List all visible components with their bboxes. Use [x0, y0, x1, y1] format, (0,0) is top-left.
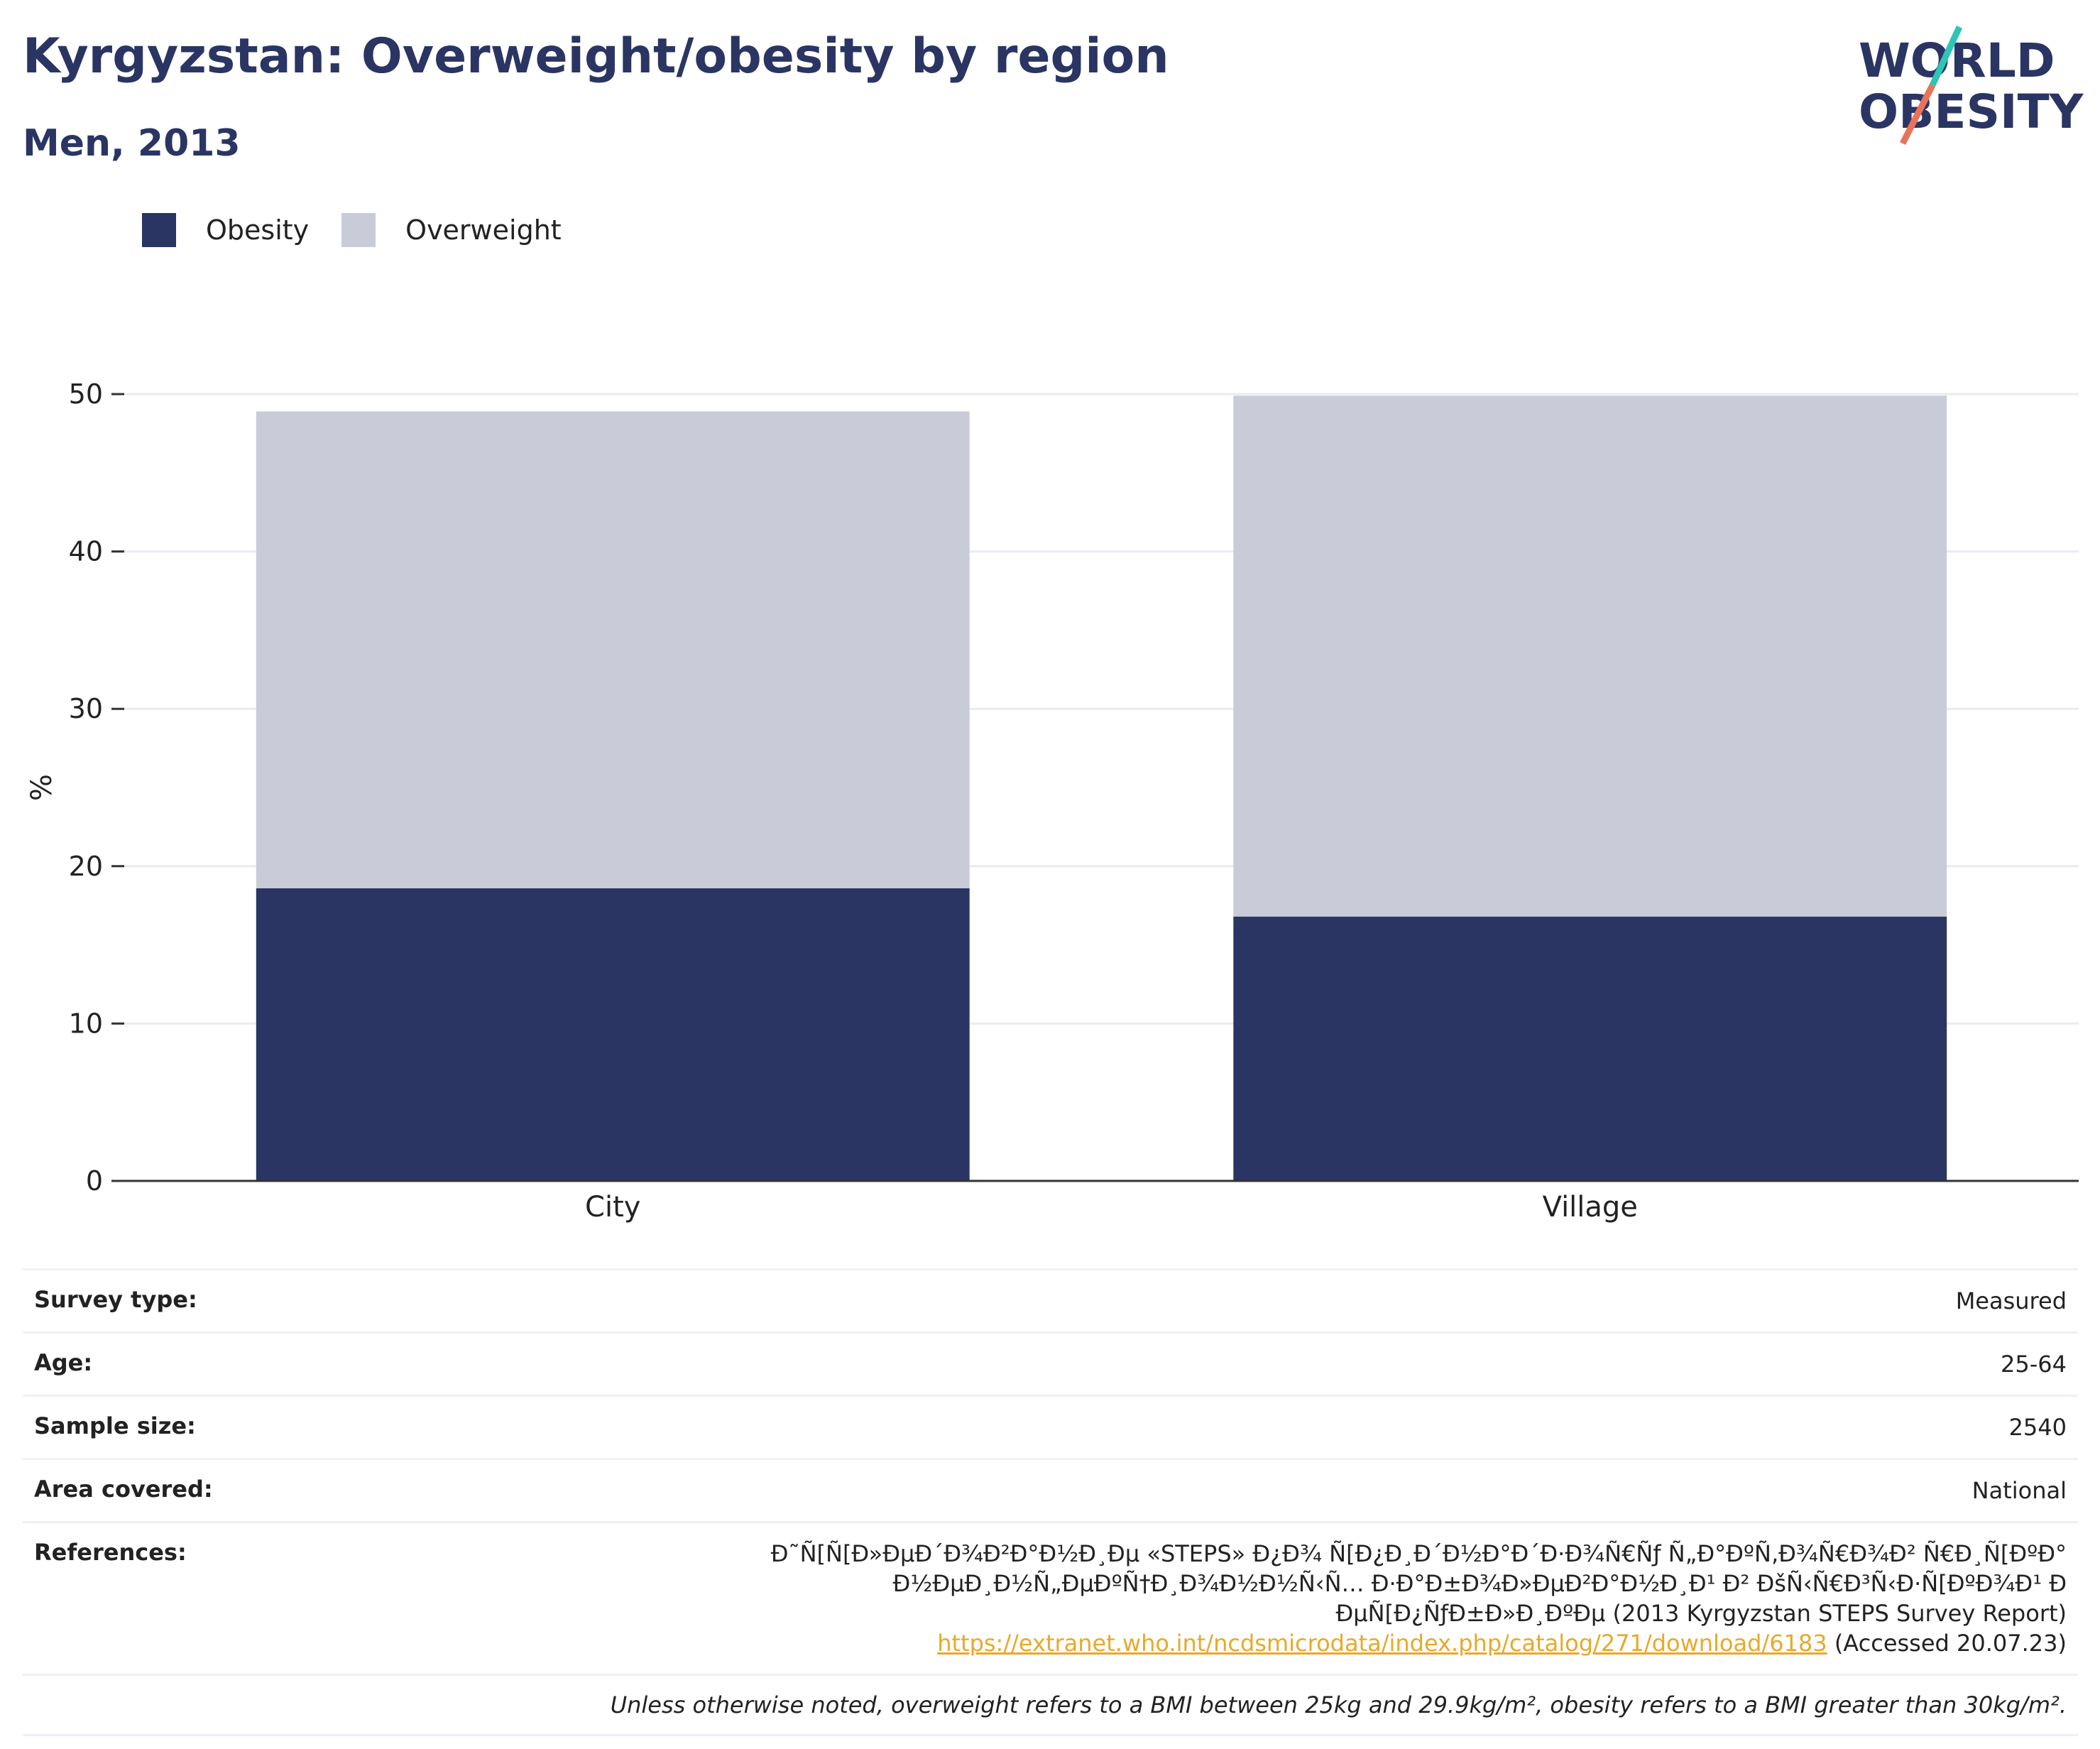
survey-info-table: Survey type: Measured Age: 25-64 Sample …	[23, 1268, 2078, 1736]
bar-overweight-city[interactable]	[256, 411, 970, 888]
bar-obesity-city[interactable]	[256, 888, 970, 1181]
y-tick-label: 40	[69, 536, 103, 567]
x-tick-label: City	[585, 1191, 640, 1224]
info-row-area-covered: Area covered: National	[23, 1458, 2078, 1521]
legend: Obesity Overweight	[142, 213, 594, 247]
info-value: Measured	[1955, 1287, 2067, 1314]
info-row-references: References: Ð˜Ñ[Ñ[Ð»ÐµÐ´Ð¾Ð²Ð°Ð½Ð¸Ðµ «ST…	[23, 1521, 2078, 1674]
legend-item-overweight[interactable]: Overweight	[341, 213, 562, 247]
info-value: National	[1972, 1477, 2067, 1504]
legend-swatch-obesity	[142, 213, 176, 247]
y-tick-label: 50	[69, 378, 103, 410]
logo-slash-top	[1929, 26, 1963, 87]
axes: 0 10 20 30 40 50% City Village	[26, 378, 2079, 1224]
legend-label-obesity: Obesity	[206, 214, 310, 246]
stacked-bar-chart: 0 10 20 30 40 50% City Village	[26, 378, 2079, 1224]
chart-title: Kyrgyzstan: Overweight/obesity by region	[23, 28, 1169, 85]
y-tick-label: 20	[69, 851, 103, 882]
bars	[256, 396, 1947, 1181]
references-text: Ð˜Ñ[Ñ[Ð»ÐµÐ´Ð¾Ð²Ð°Ð½Ð¸Ðµ «STEPS» Ð¿Ð¾ Ñ[…	[770, 1540, 2067, 1627]
bar-obesity-village[interactable]	[1233, 916, 1947, 1181]
bmi-footnote: Unless otherwise noted, overweight refer…	[23, 1674, 2078, 1736]
y-axis-label: %	[26, 774, 58, 801]
logo-line1: WORLD	[1859, 33, 2055, 88]
y-tick-label: 10	[69, 1008, 103, 1039]
info-key: Survey type:	[34, 1286, 197, 1313]
legend-label-overweight: Overweight	[405, 214, 562, 246]
world-obesity-logo: WORLD OBESITY	[1859, 26, 2084, 146]
info-key: Age:	[34, 1349, 93, 1376]
bar-overweight-village[interactable]	[1233, 396, 1947, 917]
logo-slash-bottom	[1899, 83, 1936, 146]
info-value: 25-64	[2001, 1351, 2067, 1378]
logo-line2: OBESITY	[1859, 85, 2084, 139]
references-value: Ð˜Ñ[Ñ[Ð»ÐµÐ´Ð¾Ð²Ð°Ð½Ð¸Ðµ «STEPS» Ð¿Ð¾ Ñ[…	[718, 1539, 2067, 1658]
y-tick-label: 0	[86, 1165, 103, 1197]
references-link[interactable]: https://extranet.who.int/ncdsmicrodata/i…	[937, 1630, 1827, 1657]
legend-item-obesity[interactable]: Obesity	[142, 213, 309, 247]
info-value: 2540	[2008, 1414, 2067, 1441]
x-tick-label: Village	[1543, 1191, 1638, 1224]
info-key: Sample size:	[34, 1412, 196, 1439]
legend-swatch-overweight	[341, 213, 376, 247]
y-tick-label: 30	[69, 693, 103, 724]
chart-subtitle: Men, 2013	[23, 122, 241, 165]
references-accessed: (Accessed 20.07.23)	[1834, 1630, 2067, 1657]
info-row-sample-size: Sample size: 2540	[23, 1395, 2078, 1458]
info-row-age: Age: 25-64	[23, 1331, 2078, 1395]
info-row-survey-type: Survey type: Measured	[23, 1268, 2078, 1331]
info-key: Area covered:	[34, 1476, 213, 1503]
info-key: References:	[34, 1539, 187, 1566]
